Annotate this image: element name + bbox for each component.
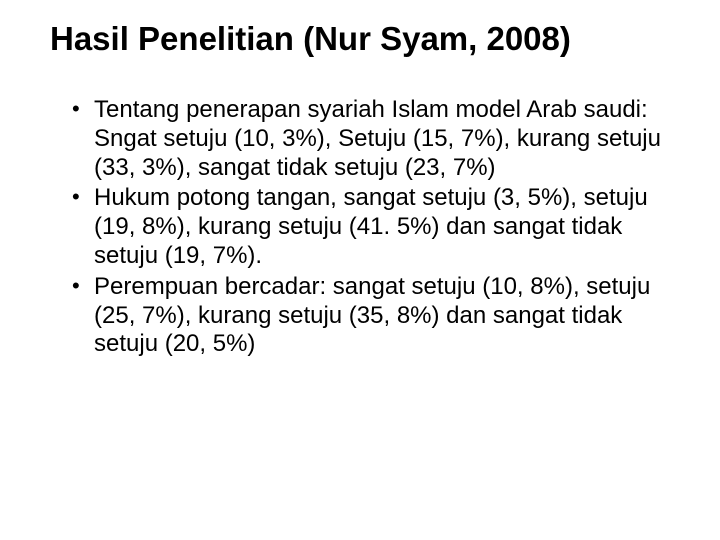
list-item: Perempuan bercadar: sangat setuju (10, 8… — [72, 273, 670, 359]
list-item: Hukum potong tangan, sangat setuju (3, 5… — [72, 184, 670, 270]
slide-title: Hasil Penelitian (Nur Syam, 2008) — [50, 20, 670, 58]
bullet-list: Tentang penerapan syariah Islam model Ar… — [50, 96, 670, 359]
slide: Hasil Penelitian (Nur Syam, 2008) Tentan… — [0, 0, 720, 540]
list-item: Tentang penerapan syariah Islam model Ar… — [72, 96, 670, 182]
